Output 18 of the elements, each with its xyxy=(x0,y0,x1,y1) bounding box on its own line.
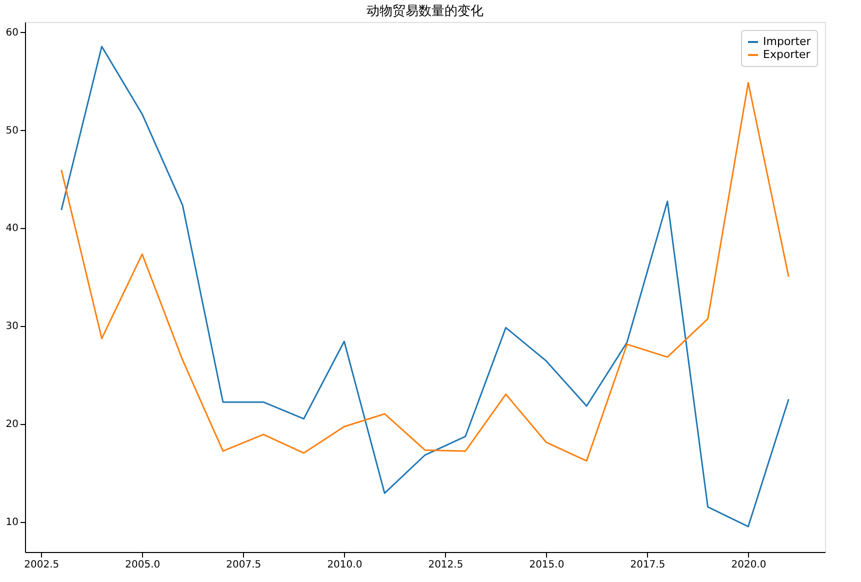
x-tick-label: 2010.0 xyxy=(327,560,362,570)
x-tick-label: 2020.0 xyxy=(731,560,766,570)
x-tick-label: 2017.5 xyxy=(630,560,666,570)
chart-title: 动物贸易数量的变化 xyxy=(366,4,484,19)
legend-label: Exporter xyxy=(763,48,811,61)
y-tick-label: 20 xyxy=(6,419,18,430)
x-tick-label: 2005.0 xyxy=(125,560,160,570)
x-tick-label: 2012.5 xyxy=(428,560,464,570)
y-tick-label: 40 xyxy=(6,223,18,234)
y-tick-label: 30 xyxy=(6,321,18,332)
legend-label: Importer xyxy=(763,35,812,48)
y-tick-label: 50 xyxy=(6,125,18,136)
line-series xyxy=(60,82,790,462)
x-tick-label: 2007.5 xyxy=(226,560,262,570)
x-tick-label: 2015.0 xyxy=(529,560,564,570)
y-tick-label: 10 xyxy=(6,517,18,528)
x-tick-label: 2002.5 xyxy=(24,560,60,570)
y-tick-label: 60 xyxy=(6,27,18,38)
